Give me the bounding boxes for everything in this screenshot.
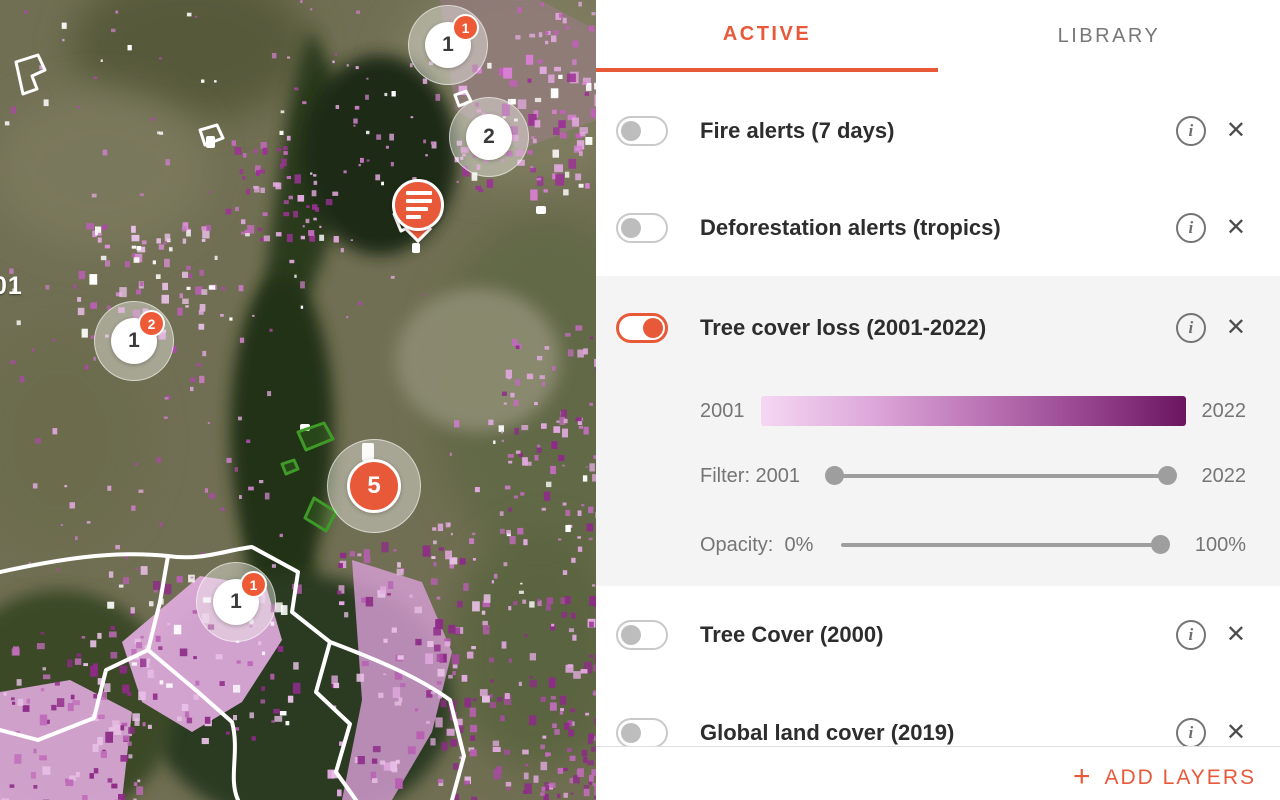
global-land-cover-toggle[interactable] [616,718,668,748]
tab-library[interactable]: LIBRARY [1057,24,1161,47]
marker-badge: 1 [240,571,267,598]
marker-badge: 2 [138,310,165,337]
tab-active[interactable]: ACTIVE [596,0,938,72]
layer-label: Tree cover loss (2001-2022) [700,315,987,340]
toggle-knob [621,723,641,743]
opacity-slider[interactable] [841,535,1170,554]
toggle-knob [621,625,641,645]
layer-list: Fire alerts (7 days) i ✕ Deforestation a… [596,72,1280,800]
filter-label: Filter: 2001 [700,464,801,487]
cluster-count: 5 [347,459,401,513]
filter-year-slider[interactable] [825,466,1177,485]
cluster-count: 2 [466,114,512,160]
opacity-handle[interactable] [1150,535,1170,554]
filter-max-label: 2022 [1201,464,1247,487]
deforestation-alerts-toggle[interactable] [616,212,668,243]
layer-row-deforestation-alerts: Deforestation alerts (tropics) i ✕ [596,179,1280,276]
toggle-knob [621,217,641,238]
filter-year-row: Filter: 2001 2022 [596,442,1280,510]
filter-min-handle[interactable] [825,466,845,485]
map-marker-cluster-2[interactable]: 2 [449,97,529,177]
add-layers-button[interactable]: + ADD LAYERS [1072,760,1256,793]
map-marker-pin-list[interactable] [390,179,446,249]
add-layers-label: ADD LAYERS [1104,766,1256,789]
toggle-knob [643,318,663,338]
list-icon [392,179,444,231]
layer-row-tree-cover: Tree Cover (2000) i ✕ [596,586,1280,684]
toggle-knob [621,120,641,141]
opacity-label: Opacity: 0% [700,533,814,556]
layer-row-global-land-cover: Global land cover (2019) i ✕ [596,684,1280,782]
info-icon[interactable]: i [1175,212,1206,243]
close-icon[interactable]: ✕ [1225,719,1246,746]
filter-max-handle[interactable] [1157,466,1177,485]
admin-boundaries [0,545,466,800]
terrain-shading [0,0,596,800]
close-icon[interactable]: ✕ [1225,116,1246,144]
close-icon[interactable]: ✕ [1225,621,1246,648]
green-area-outlines [280,421,338,533]
loss-pixel-speckles [1,0,596,800]
tree-cover-loss-toggle[interactable] [616,313,668,343]
close-icon[interactable]: ✕ [1225,213,1246,241]
loss-year-gradient-bar [760,396,1186,426]
report-pin[interactable] [390,179,446,249]
map-edge-label: 01 [0,272,23,300]
tree-cover-loss-section: Tree cover loss (2001-2022) i ✕ 2001 202… [596,276,1280,586]
opacity-max-label: 100% [1194,533,1246,556]
marker-badge: 1 [452,14,479,41]
info-icon[interactable]: i [1175,313,1206,343]
layer-label: Deforestation alerts (tropics) [700,214,1001,240]
close-icon[interactable]: ✕ [1225,314,1246,341]
panel-tabs: ACTIVE LIBRARY [596,0,1280,72]
map-marker-cluster-selected-5[interactable]: 5 [327,439,421,533]
loss-year-legend: 2001 2022 [596,380,1280,442]
panel-bottom-bar: + ADD LAYERS [596,746,1280,800]
plus-icon: + [1072,760,1093,793]
info-icon[interactable]: i [1175,620,1206,650]
legend-end-year: 2022 [1201,399,1247,422]
legend-start-year: 2001 [700,399,745,422]
layer-row-fire-alerts: Fire alerts (7 days) i ✕ [596,82,1280,179]
layer-label: Tree Cover (2000) [700,622,884,647]
layer-label: Global land cover (2019) [700,720,955,745]
tree-cover-toggle[interactable] [616,620,668,650]
layer-label: Fire alerts (7 days) [700,117,895,143]
fire-alerts-toggle[interactable] [616,115,668,146]
info-icon[interactable]: i [1175,718,1206,748]
opacity-row: Opacity: 0% 100% [596,510,1280,580]
layers-panel: ACTIVE LIBRARY Fire alerts (7 days) i ✕ … [596,0,1280,800]
layer-row-tree-cover-loss: Tree cover loss (2001-2022) i ✕ [596,276,1280,380]
info-icon[interactable]: i [1175,115,1206,146]
